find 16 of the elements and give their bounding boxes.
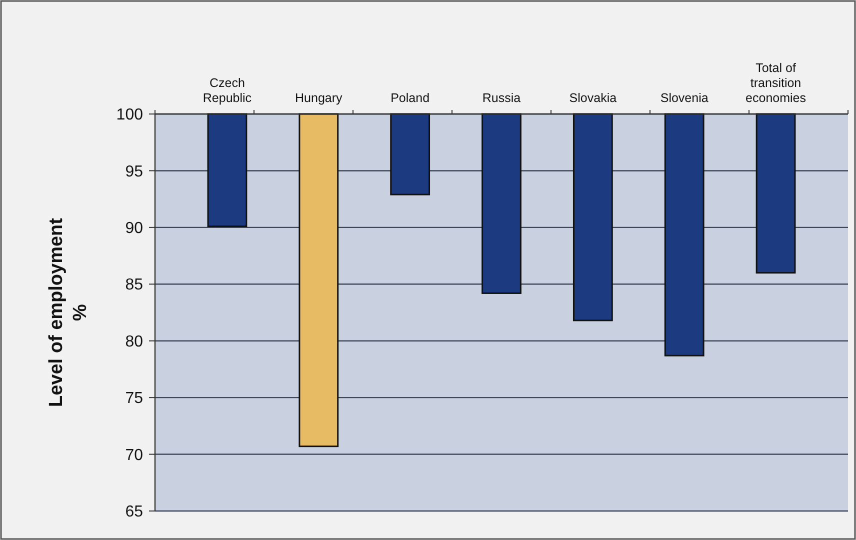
x-tick-label: Czech Republic	[202, 76, 252, 105]
y-tick-label: 85	[125, 276, 144, 294]
y-tick-label: 95	[125, 163, 144, 180]
y-tick-label: 80	[125, 333, 144, 350]
x-tick-label: Hungary	[295, 91, 344, 105]
x-tick-label: Slovenia	[660, 91, 708, 105]
x-tick-label: Poland	[390, 91, 430, 105]
y-tick-label: 75	[125, 390, 144, 408]
y-tick-label: 65	[125, 504, 144, 521]
y-tick-label: 90	[125, 220, 144, 238]
y-tick-label: 70	[125, 446, 144, 464]
x-tick-label: Slovakia	[569, 91, 617, 105]
x-tick-label: Russia	[482, 91, 521, 105]
y-tick-label: 100	[116, 106, 144, 124]
y-axis-title: Level of employment %	[46, 217, 91, 407]
x-tick-label: Total of transition economies	[746, 61, 806, 105]
